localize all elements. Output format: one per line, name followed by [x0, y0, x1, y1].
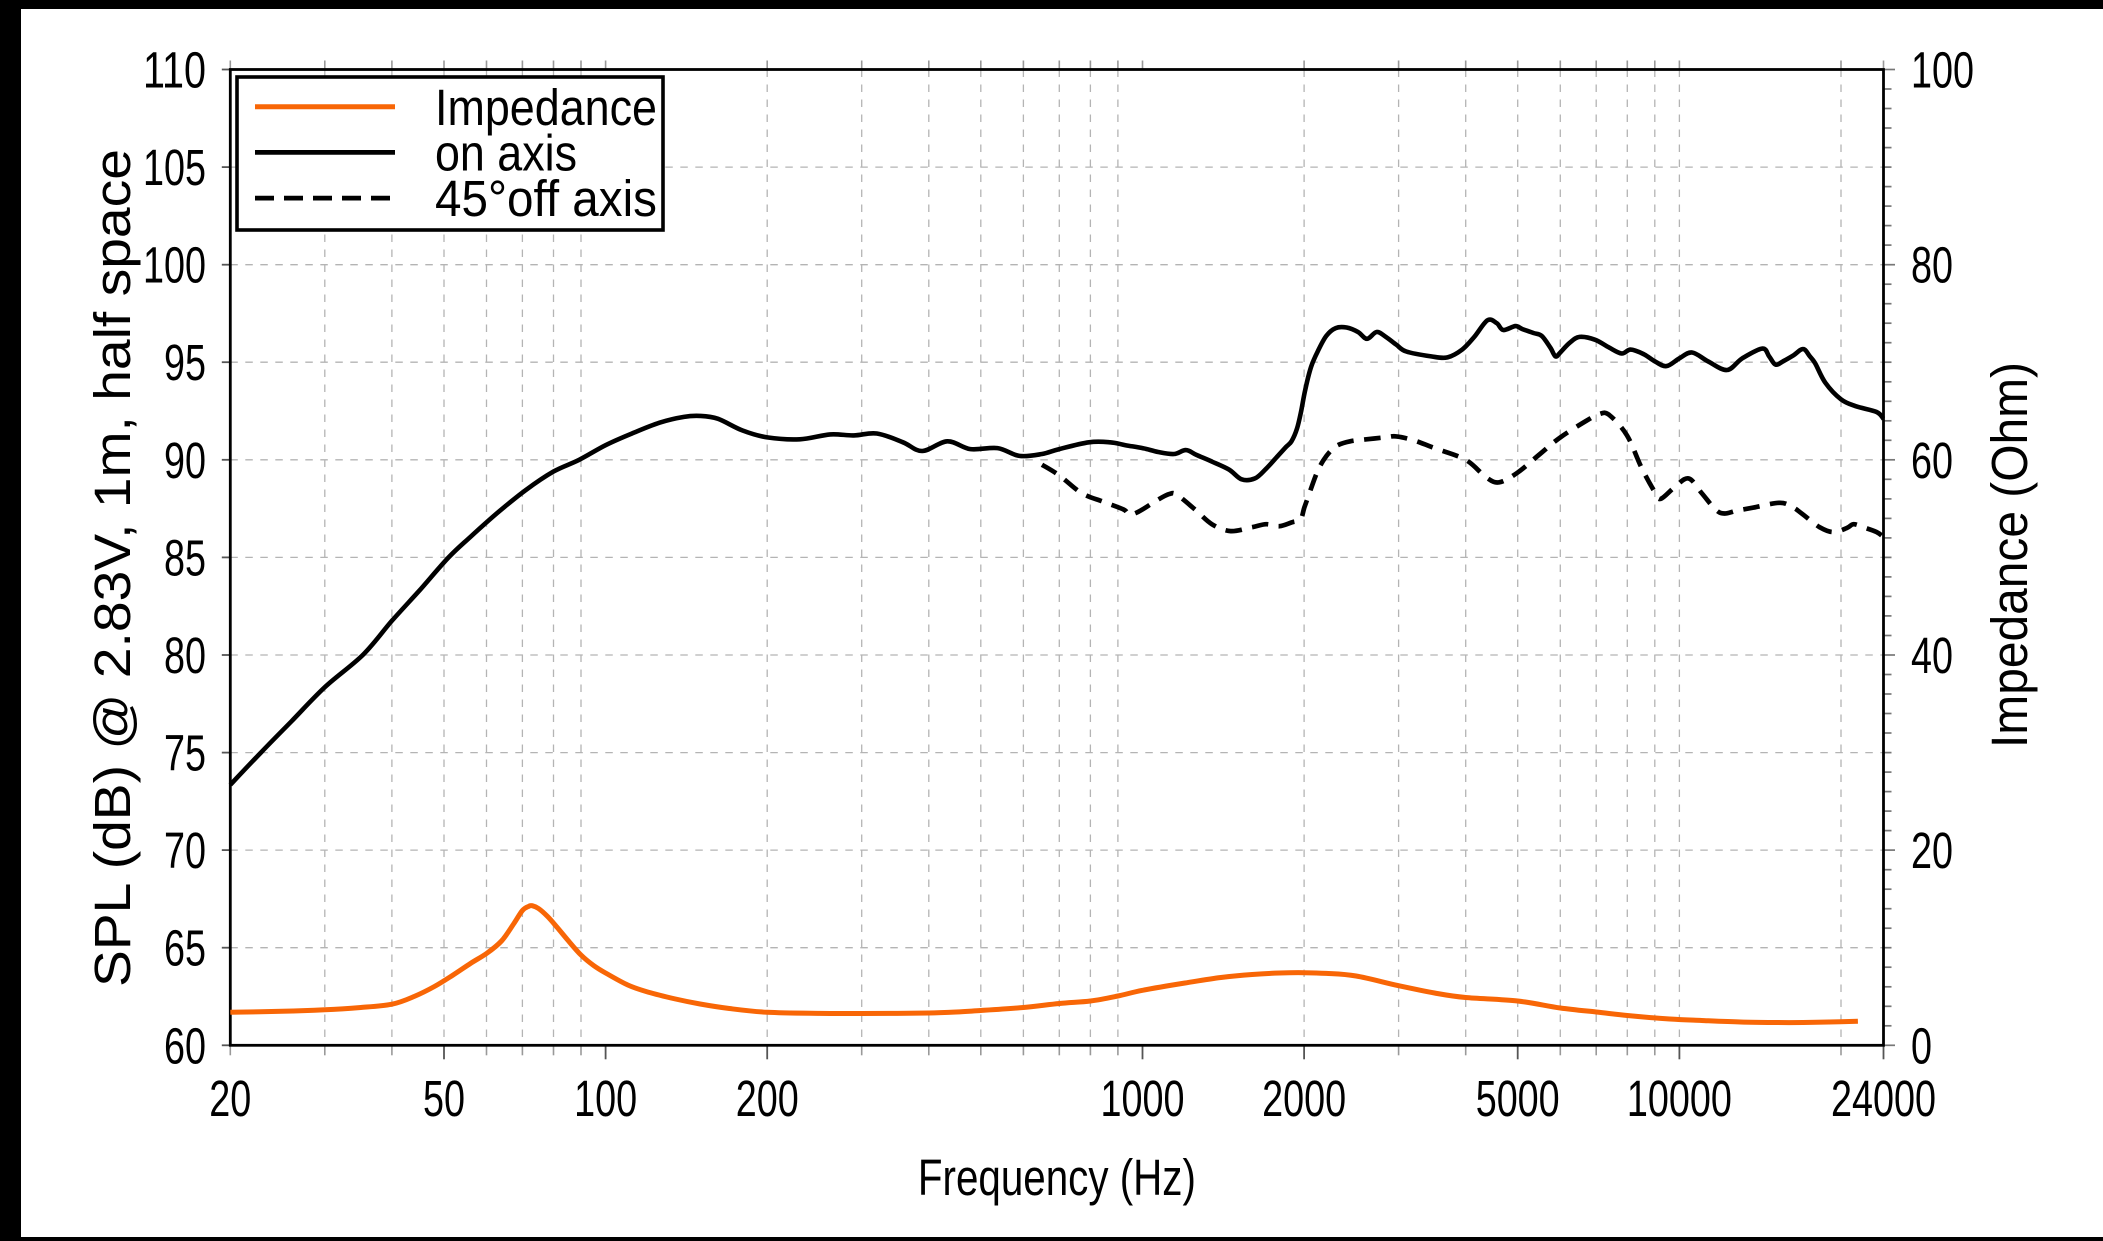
- svg-text:95: 95: [164, 334, 206, 391]
- svg-text:105: 105: [143, 139, 206, 196]
- svg-text:100: 100: [143, 237, 206, 294]
- svg-text:65: 65: [164, 920, 206, 977]
- svg-text:2000: 2000: [1262, 1070, 1346, 1127]
- svg-text:20: 20: [1911, 822, 1953, 879]
- svg-text:20: 20: [209, 1070, 251, 1127]
- svg-text:on axis: on axis: [435, 124, 577, 181]
- svg-text:85: 85: [164, 529, 206, 586]
- svg-text:110: 110: [143, 42, 206, 99]
- svg-text:90: 90: [164, 432, 206, 489]
- svg-text:40: 40: [1911, 627, 1953, 684]
- svg-text:100: 100: [574, 1070, 637, 1127]
- svg-text:70: 70: [164, 822, 206, 879]
- svg-text:Impedance (Ohm): Impedance (Ohm): [1981, 362, 2038, 748]
- svg-text:45°off axis: 45°off axis: [435, 170, 657, 227]
- svg-text:60: 60: [1911, 432, 1953, 489]
- svg-text:1000: 1000: [1101, 1070, 1185, 1127]
- svg-text:0: 0: [1911, 1017, 1932, 1074]
- svg-text:50: 50: [423, 1070, 465, 1127]
- svg-text:75: 75: [164, 725, 206, 782]
- svg-text:80: 80: [1911, 237, 1953, 294]
- svg-text:Impedance: Impedance: [435, 79, 657, 136]
- svg-text:200: 200: [736, 1070, 799, 1127]
- svg-text:10000: 10000: [1627, 1070, 1732, 1127]
- svg-text:24000: 24000: [1831, 1070, 1936, 1127]
- svg-text:SPL (dB) @ 2.83V, 1m, half spa: SPL (dB) @ 2.83V, 1m, half space: [84, 149, 141, 987]
- svg-text:5000: 5000: [1476, 1070, 1560, 1127]
- svg-text:Frequency (Hz): Frequency (Hz): [918, 1149, 1196, 1206]
- svg-text:100: 100: [1911, 42, 1974, 99]
- svg-text:60: 60: [164, 1017, 206, 1074]
- svg-text:80: 80: [164, 627, 206, 684]
